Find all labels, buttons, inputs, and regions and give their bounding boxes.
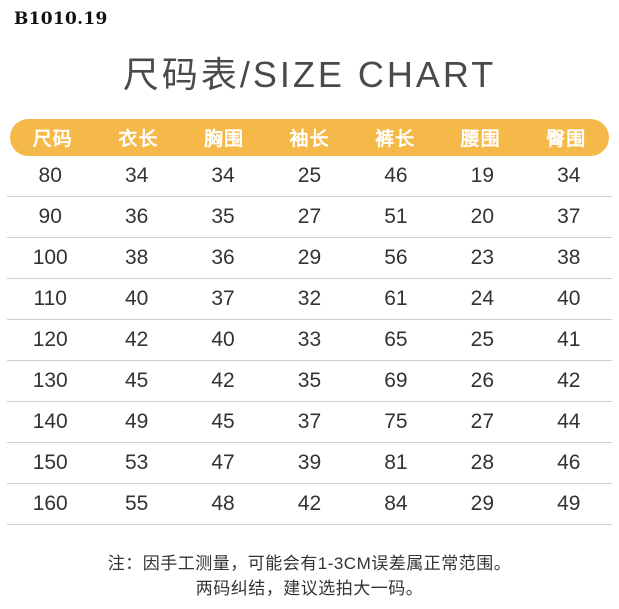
measurement-cell: 56 xyxy=(384,246,408,269)
measurement-cell: 42 xyxy=(211,369,235,392)
column-header: 袖长 xyxy=(289,129,330,150)
measurement-cell: 34 xyxy=(124,164,149,187)
table-row: 110 40 37 32 61 24 40 xyxy=(7,279,612,320)
measurement-cell: 41 xyxy=(557,328,581,351)
table-row: 100 38 36 29 56 23 38 xyxy=(7,238,612,279)
measurement-cell: 20 xyxy=(470,205,494,228)
measurement-cell: 37 xyxy=(297,410,322,433)
measurement-cell: 35 xyxy=(211,205,235,228)
column-header: 臀围 xyxy=(546,129,587,150)
measurement-cell: 32 xyxy=(297,287,322,310)
table-row: 160 55 48 42 84 29 49 xyxy=(7,484,612,525)
measurement-cell: 40 xyxy=(211,328,235,351)
measurement-cell: 25 xyxy=(470,328,494,351)
size-cell: 100 xyxy=(32,246,68,269)
measurement-cell: 34 xyxy=(557,164,581,187)
size-cell: 90 xyxy=(38,205,62,228)
column-header: 衣长 xyxy=(118,129,159,150)
measurement-cell: 44 xyxy=(557,410,581,433)
size-cell: 80 xyxy=(38,164,62,187)
measurement-cell: 49 xyxy=(557,492,581,515)
measurement-cell: 39 xyxy=(297,451,322,474)
measurement-cell: 27 xyxy=(297,205,322,228)
column-header: 胸围 xyxy=(203,129,244,150)
measurement-cell: 49 xyxy=(124,410,149,433)
measurement-cell: 42 xyxy=(557,369,581,392)
table-row: 90 36 35 27 51 20 37 xyxy=(7,197,612,238)
measurement-cell: 45 xyxy=(124,369,149,392)
measurement-cell: 29 xyxy=(470,492,494,515)
measurement-cell: 84 xyxy=(384,492,408,515)
measurement-cell: 45 xyxy=(211,410,235,433)
table-header-row: 尺码 衣长 胸围 袖长 裤长 腰围 臀围 xyxy=(10,119,609,156)
table-row: 80 34 34 25 46 19 34 xyxy=(7,156,612,197)
measurement-cell: 23 xyxy=(470,246,494,269)
measurement-cell: 37 xyxy=(211,287,235,310)
size-chart-table: 尺码 衣长 胸围 袖长 裤长 腰围 臀围 80 34 34 25 46 19 34 90 36 35 27 51 2… xyxy=(0,119,619,525)
measurement-cell: 65 xyxy=(384,328,408,351)
measurement-note: 注：因手工测量，可能会有1-3CM误差属正常范围。 两码纠结，建议选拍大一码。 xyxy=(0,551,619,601)
measurement-cell: 28 xyxy=(470,451,494,474)
measurement-cell: 81 xyxy=(384,451,408,474)
measurement-cell: 55 xyxy=(124,492,149,515)
measurement-cell: 19 xyxy=(470,164,494,187)
measurement-cell: 26 xyxy=(470,369,494,392)
table-row: 150 53 47 39 81 28 46 xyxy=(7,443,612,484)
measurement-cell: 40 xyxy=(124,287,149,310)
measurement-cell: 46 xyxy=(384,164,408,187)
measurement-cell: 53 xyxy=(124,451,149,474)
measurement-cell: 36 xyxy=(124,205,149,228)
column-header: 尺码 xyxy=(32,129,73,150)
column-header: 腰围 xyxy=(460,129,501,150)
measurement-cell: 69 xyxy=(384,369,408,392)
measurement-cell: 38 xyxy=(557,246,581,269)
measurement-cell: 25 xyxy=(297,164,322,187)
measurement-cell: 47 xyxy=(211,451,235,474)
size-cell: 150 xyxy=(32,451,68,474)
size-cell: 110 xyxy=(33,287,67,310)
measurement-cell: 48 xyxy=(211,492,235,515)
table-row: 130 45 42 35 69 26 42 xyxy=(7,361,612,402)
measurement-cell: 36 xyxy=(211,246,235,269)
measurement-cell: 34 xyxy=(211,164,235,187)
measurement-note-line2: 两码纠结，建议选拍大一码。 xyxy=(195,579,424,598)
product-code: B1010.19 xyxy=(14,9,108,29)
measurement-cell: 35 xyxy=(297,369,322,392)
measurement-cell: 51 xyxy=(384,205,408,228)
measurement-cell: 33 xyxy=(297,328,322,351)
size-cell: 160 xyxy=(32,492,68,515)
table-row: 140 49 45 37 75 27 44 xyxy=(7,402,612,443)
page-title: 尺码表/SIZE CHART xyxy=(122,54,497,95)
measurement-cell: 37 xyxy=(557,205,581,228)
measurement-cell: 24 xyxy=(470,287,494,310)
size-cell: 140 xyxy=(32,410,68,433)
table-body: 80 34 34 25 46 19 34 90 36 35 27 51 20 37 100 38 36 29 56 2… xyxy=(0,156,619,525)
measurement-cell: 75 xyxy=(384,410,408,433)
size-cell: 120 xyxy=(32,328,68,351)
measurement-cell: 42 xyxy=(124,328,149,351)
measurement-cell: 27 xyxy=(470,410,494,433)
measurement-cell: 46 xyxy=(557,451,581,474)
measurement-cell: 38 xyxy=(124,246,149,269)
measurement-cell: 40 xyxy=(557,287,581,310)
size-cell: 130 xyxy=(32,369,68,392)
measurement-cell: 42 xyxy=(297,492,322,515)
measurement-note-line1: 注：因手工测量，可能会有1-3CM误差属正常范围。 xyxy=(107,554,512,573)
table-row: 120 42 40 33 65 25 41 xyxy=(7,320,612,361)
column-header: 裤长 xyxy=(375,129,416,150)
measurement-cell: 29 xyxy=(297,246,322,269)
measurement-cell: 61 xyxy=(384,287,408,310)
